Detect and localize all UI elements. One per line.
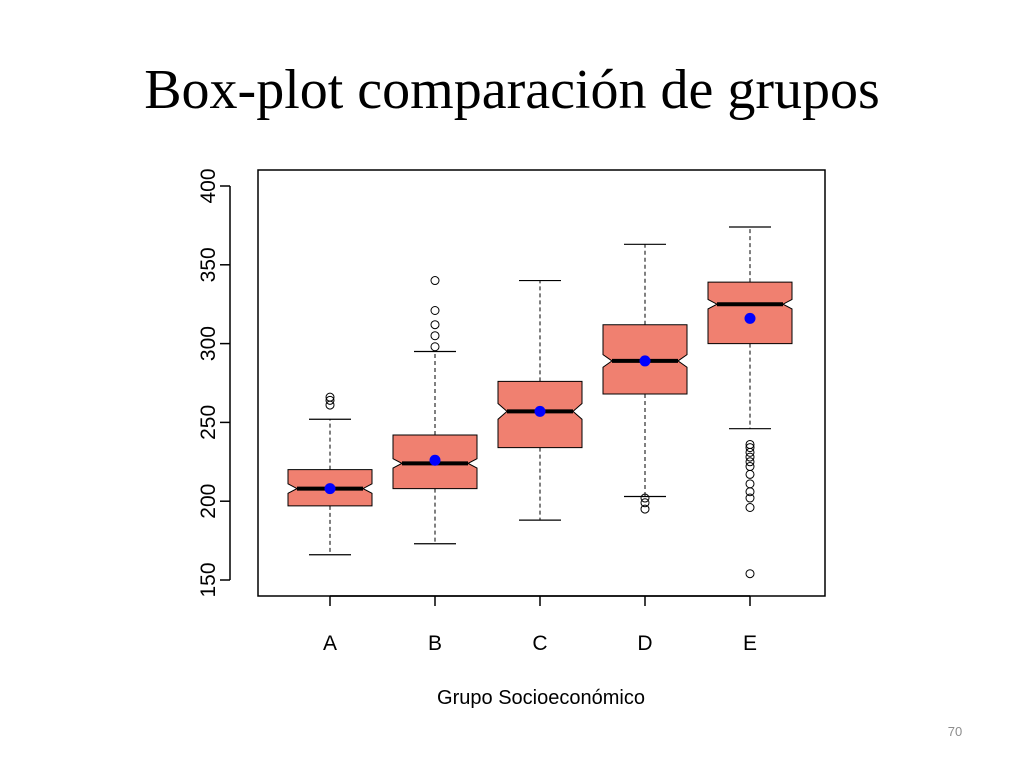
x-tick-label: E [743,632,757,655]
notched-box [707,281,793,345]
box-group-d [602,243,688,514]
outlier-point [430,331,440,341]
page-number: 70 [947,724,963,739]
outlier-point [640,504,650,514]
outlier-point [430,320,440,330]
box-group-e [707,226,793,579]
mean-point [534,405,546,417]
mean-point [324,483,336,495]
outlier-point [745,493,755,503]
box-group-b [392,276,478,545]
y-axis: 150 200 250 300 350 400 [197,168,231,598]
x-tick-label: A [323,632,337,655]
x-tick-label: C [532,632,547,655]
boxes [287,226,793,579]
outlier-point [745,443,755,453]
outlier-point [745,439,755,449]
box-group-a [287,392,373,556]
y-tick-label: 350 [197,247,220,282]
slide-title: Box-plot comparación de grupos [144,59,880,121]
mean-point [639,355,651,367]
outlier-point [430,276,440,286]
outlier-point [640,498,650,508]
outlier-point [745,569,755,579]
outlier-point [640,493,650,503]
x-tick-label: B [428,632,442,655]
outlier-point [745,462,755,472]
y-tick-label: 200 [197,484,220,519]
outlier-point [745,457,755,467]
outlier-point [745,479,755,489]
outlier-point [430,306,440,316]
y-tick-label: 150 [197,562,220,597]
outlier-point [745,447,755,457]
x-axis-label: Grupo Socioeconómico [437,687,645,709]
y-tick-label: 300 [197,326,220,361]
mean-point [429,454,441,466]
outlier-point [745,469,755,479]
box-group-c [497,279,583,521]
outlier-point [745,452,755,462]
outlier-point [325,392,335,402]
outlier-point [325,395,335,405]
mean-point [744,312,756,324]
outlier-point [325,400,335,410]
x-axis: A B C D E [323,595,757,655]
x-tick-label: D [637,632,652,655]
y-tick-label: 250 [197,405,220,440]
y-tick-label: 400 [197,168,220,203]
outlier-point [430,342,440,352]
outlier-point [745,503,755,513]
